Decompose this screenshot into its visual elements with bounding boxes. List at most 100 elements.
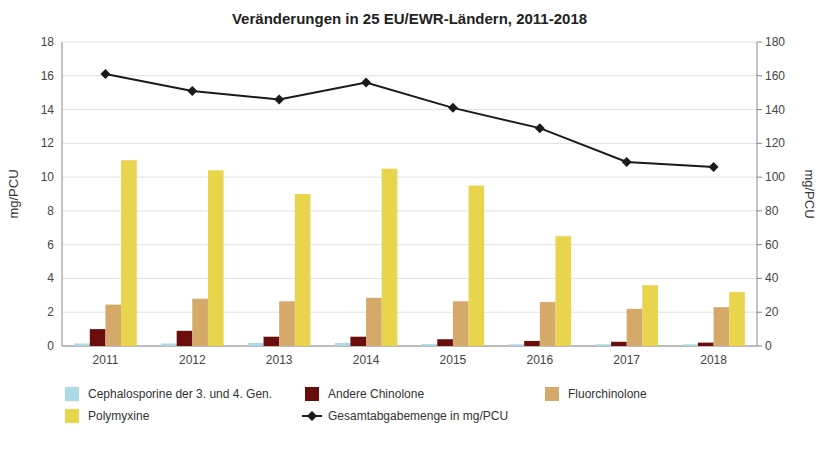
y2-tick (757, 177, 762, 178)
x-tick-label: 2011 (93, 353, 119, 367)
y2-tick-label: 80 (765, 204, 779, 218)
y2-tick (757, 42, 762, 43)
legend-swatch (305, 387, 319, 401)
y2-tick (757, 210, 762, 211)
y2-tick-label: 20 (765, 305, 779, 319)
y2-tick (757, 278, 762, 279)
bar (248, 343, 264, 346)
marker (187, 86, 197, 96)
grid-line (62, 244, 757, 245)
bar (509, 344, 525, 346)
bar (611, 342, 627, 346)
grid-line (62, 42, 757, 43)
x-tick-label: 2014 (353, 353, 380, 367)
y2-tick-label: 40 (765, 271, 779, 285)
bar (208, 170, 224, 346)
bar (627, 309, 643, 346)
y-tick-label: 4 (47, 271, 54, 285)
y-axis-label: mg/PCU (6, 169, 21, 218)
marker (100, 69, 110, 79)
bar (382, 169, 398, 346)
y2-axis-label: mg/PCU (802, 169, 817, 218)
y-tick-label: 6 (47, 238, 54, 252)
y-tick-label: 14 (41, 103, 55, 117)
legend-swatch (65, 387, 79, 401)
marker (274, 94, 284, 104)
y-tick-label: 18 (41, 35, 55, 49)
marker (535, 123, 545, 133)
y-tick-label: 10 (41, 170, 55, 184)
y2-axis-line (757, 42, 758, 346)
x-tick-label: 2013 (266, 353, 293, 367)
legend-label: Andere Chinolone (328, 387, 424, 401)
legend-swatch (65, 409, 79, 423)
legend: Cephalosporine der 3. und 4. Gen. Andere … (65, 387, 647, 423)
y2-tick (757, 75, 762, 76)
y2-tick (757, 143, 762, 144)
bar (192, 299, 208, 346)
bar (161, 343, 177, 346)
x-tick-label: 2012 (179, 353, 206, 367)
bar (105, 305, 121, 346)
y2-tick-label: 140 (765, 103, 785, 117)
y2-tick-label: 120 (765, 136, 785, 150)
y-tick-label: 8 (47, 204, 54, 218)
legend-label: Cephalosporine der 3. und 4. Gen. (88, 387, 272, 401)
bar (595, 344, 611, 346)
grid (62, 42, 757, 346)
y2-tick-label: 100 (765, 170, 785, 184)
grid-line (62, 75, 757, 76)
marker (709, 162, 719, 172)
page: {"chart_data": { "type": "bar", "title":… (0, 0, 819, 461)
y-axis-line (62, 42, 63, 346)
grid-line (62, 143, 757, 144)
legend-swatch (307, 411, 317, 421)
bar (121, 160, 137, 346)
chart: Veränderungen in 25 EU/EWR-Ländern, 2011… (0, 0, 819, 461)
bar (74, 343, 90, 346)
y2-tick-label: 180 (765, 35, 785, 49)
bar (279, 301, 295, 346)
bar (422, 344, 438, 346)
y2-tick-label: 60 (765, 238, 779, 252)
bar (642, 285, 658, 346)
y2-tick (757, 244, 762, 245)
y2-tick (757, 346, 762, 347)
x-tick-label: 2017 (613, 353, 640, 367)
x-tick-label: 2015 (440, 353, 467, 367)
plot-area (74, 69, 745, 346)
y2-tick (757, 312, 762, 313)
bar (264, 337, 280, 346)
grid-line (62, 210, 757, 211)
y2-tick (757, 109, 762, 110)
bar (366, 298, 382, 346)
y-tick-label: 12 (41, 136, 55, 150)
bar (90, 329, 106, 346)
bar (555, 236, 571, 346)
marker (448, 103, 458, 113)
bar (729, 292, 745, 346)
y-tick-label: 2 (47, 305, 54, 319)
y2-tick-label: 160 (765, 69, 785, 83)
marker (361, 78, 371, 88)
bar (682, 344, 698, 346)
y-tick-label: 0 (47, 339, 54, 353)
grid-line (62, 109, 757, 110)
bar (295, 194, 311, 346)
y-tick-label: 16 (41, 69, 55, 83)
grid-line (62, 278, 757, 279)
line (105, 74, 713, 167)
bar (714, 307, 730, 346)
bar (350, 337, 366, 346)
legend-label: Polymyxine (88, 409, 150, 423)
bar (524, 341, 540, 346)
legend-label: Gesamtabgabemenge in mg/PCU (328, 409, 508, 423)
bar (177, 331, 193, 346)
bar (453, 301, 469, 346)
x-tick-label: 2018 (700, 353, 727, 367)
y2-tick-label: 0 (765, 339, 772, 353)
grid-line (62, 177, 757, 178)
legend-label: Fluorchinolone (568, 387, 647, 401)
marker (622, 157, 632, 167)
bar (437, 339, 453, 346)
